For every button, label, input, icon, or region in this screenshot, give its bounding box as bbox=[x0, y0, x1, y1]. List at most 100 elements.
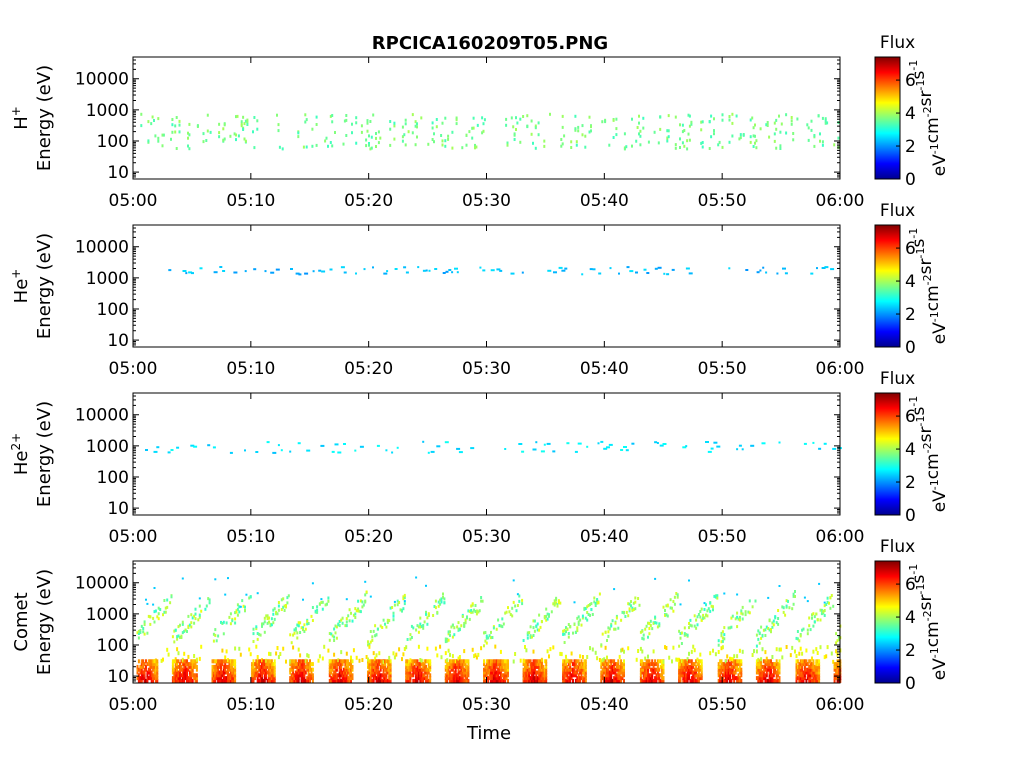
data-cell bbox=[621, 662, 624, 667]
data-cell bbox=[385, 659, 388, 664]
data-cell bbox=[217, 662, 220, 667]
data-cell bbox=[625, 145, 628, 149]
data-cell bbox=[636, 126, 639, 129]
data-cell bbox=[623, 670, 625, 675]
data-cell bbox=[318, 654, 321, 659]
data-cell bbox=[483, 667, 485, 672]
data-cell bbox=[705, 441, 709, 443]
data-cell bbox=[335, 636, 338, 640]
data-cell bbox=[434, 646, 437, 651]
data-cell bbox=[447, 664, 450, 669]
colorbar-tick-label: 6 bbox=[905, 239, 916, 259]
data-cell bbox=[717, 143, 720, 147]
data-cell bbox=[235, 610, 238, 614]
data-cell bbox=[142, 676, 145, 681]
colorbar-tick-label: 6 bbox=[905, 407, 916, 427]
data-cell bbox=[303, 676, 306, 681]
data-cell bbox=[268, 667, 270, 672]
data-cell bbox=[382, 676, 385, 681]
data-cell bbox=[512, 600, 515, 604]
data-cell bbox=[811, 656, 813, 661]
data-cell bbox=[497, 667, 500, 672]
data-cell bbox=[463, 673, 466, 678]
data-cell bbox=[813, 134, 816, 137]
data-cell bbox=[251, 667, 254, 672]
data-cell bbox=[357, 599, 360, 603]
data-cell bbox=[167, 652, 170, 657]
data-cell bbox=[425, 612, 427, 616]
data-cell bbox=[798, 676, 801, 681]
data-cell bbox=[228, 676, 231, 681]
data-cell bbox=[374, 656, 377, 661]
data-cell bbox=[463, 622, 466, 625]
data-cell bbox=[343, 670, 345, 675]
data-cell bbox=[454, 670, 457, 675]
data-cell bbox=[761, 678, 764, 683]
data-cell bbox=[331, 676, 334, 681]
data-cell bbox=[510, 116, 513, 120]
data-cell bbox=[139, 678, 142, 683]
data-cell bbox=[699, 615, 702, 619]
data-cell bbox=[429, 664, 432, 669]
data-cell bbox=[140, 624, 143, 628]
data-cell bbox=[282, 605, 285, 609]
data-cell bbox=[252, 670, 255, 675]
data-cell bbox=[348, 670, 351, 675]
data-cell bbox=[620, 664, 623, 669]
data-cell bbox=[592, 268, 596, 271]
data-cell bbox=[453, 626, 456, 630]
data-cell bbox=[526, 636, 529, 640]
data-cell bbox=[220, 620, 222, 624]
data-cell bbox=[321, 656, 324, 661]
data-cell bbox=[425, 269, 428, 272]
data-cell bbox=[376, 667, 379, 672]
data-cell bbox=[726, 654, 729, 659]
data-cell bbox=[620, 659, 623, 664]
data-cell bbox=[303, 662, 306, 667]
data-cell bbox=[697, 659, 700, 664]
data-cell bbox=[471, 647, 474, 652]
data-cell bbox=[229, 659, 232, 664]
y-tick-label: 10000 bbox=[75, 70, 129, 90]
data-cell bbox=[340, 266, 345, 269]
data-cell bbox=[522, 658, 525, 663]
data-cell bbox=[386, 662, 389, 667]
data-cell bbox=[836, 667, 839, 672]
data-cell bbox=[787, 599, 789, 603]
data-cell bbox=[304, 658, 307, 663]
data-cell bbox=[657, 141, 660, 145]
data-cell bbox=[334, 631, 337, 635]
data-cell bbox=[803, 596, 806, 599]
data-cell bbox=[708, 120, 711, 123]
data-cell bbox=[167, 451, 171, 454]
data-cell bbox=[381, 678, 384, 683]
data-cell bbox=[559, 651, 562, 656]
data-cell bbox=[819, 132, 821, 136]
data-cell bbox=[457, 621, 460, 625]
data-cell bbox=[149, 659, 152, 664]
data-cell bbox=[173, 673, 176, 678]
data-cell bbox=[277, 604, 280, 608]
data-cell bbox=[792, 138, 795, 142]
data-cell bbox=[547, 269, 552, 272]
data-cell bbox=[811, 678, 813, 683]
data-cell bbox=[147, 676, 150, 681]
data-cell bbox=[584, 607, 587, 610]
data-cell bbox=[331, 634, 334, 638]
data-cell bbox=[354, 616, 357, 619]
data-cell bbox=[639, 670, 642, 675]
data-cell bbox=[229, 676, 232, 681]
data-cell bbox=[729, 667, 731, 672]
data-cell bbox=[507, 664, 509, 669]
data-cell bbox=[647, 664, 649, 669]
data-cell bbox=[836, 639, 839, 643]
data-cell bbox=[771, 676, 774, 681]
data-cell bbox=[147, 139, 150, 143]
data-cell bbox=[603, 667, 606, 672]
data-cell bbox=[184, 670, 187, 675]
data-cell bbox=[645, 676, 648, 681]
data-cell bbox=[730, 616, 733, 620]
data-cell bbox=[816, 662, 819, 667]
data-cell bbox=[830, 651, 833, 656]
data-cell bbox=[256, 659, 259, 664]
